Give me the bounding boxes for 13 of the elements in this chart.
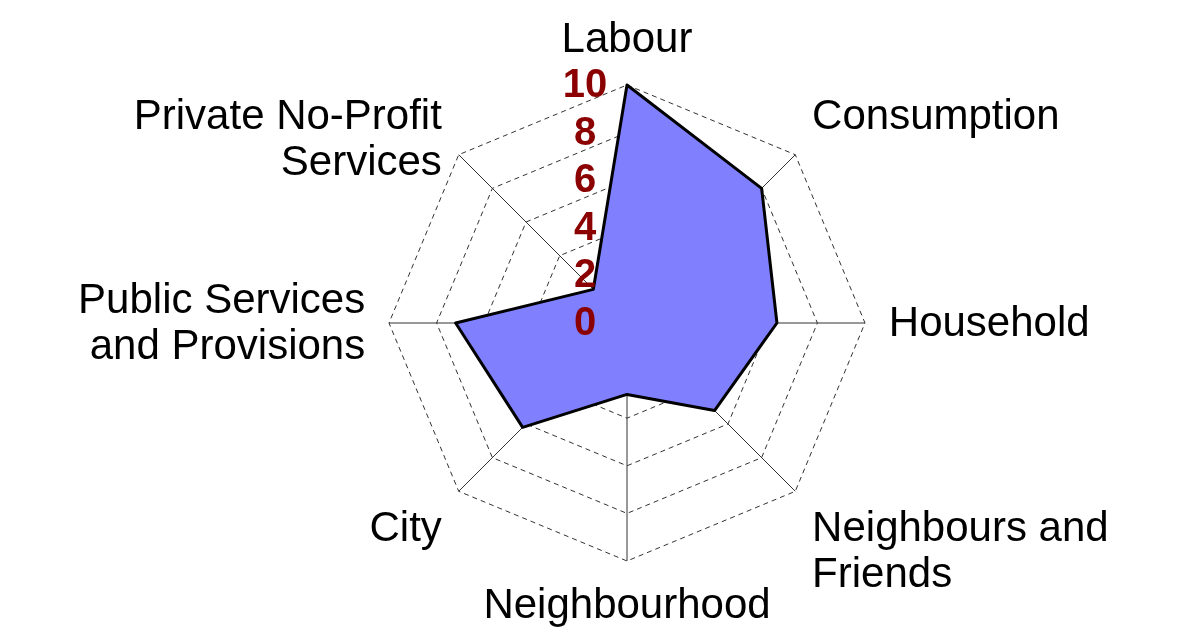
spoke-label: Neighbourhood [483, 579, 771, 627]
y-tick-label: 8 [573, 108, 597, 153]
spoke-label: Household [888, 298, 1090, 345]
y-tick-label: 10 [562, 61, 608, 105]
spoke-label: City [369, 503, 442, 551]
spoke-label: Neighbours and Friends [812, 503, 1109, 597]
y-tick-label: 0 [573, 299, 597, 343]
y-tick-label: 6 [573, 156, 597, 201]
y-tick-label: 4 [573, 203, 597, 248]
spoke-label: Private No-Profit Services [133, 90, 443, 184]
spoke-label: Consumption [812, 90, 1060, 138]
spoke-label: Labour [561, 14, 693, 62]
spoke-label: Public Services and Provisions [78, 275, 366, 368]
